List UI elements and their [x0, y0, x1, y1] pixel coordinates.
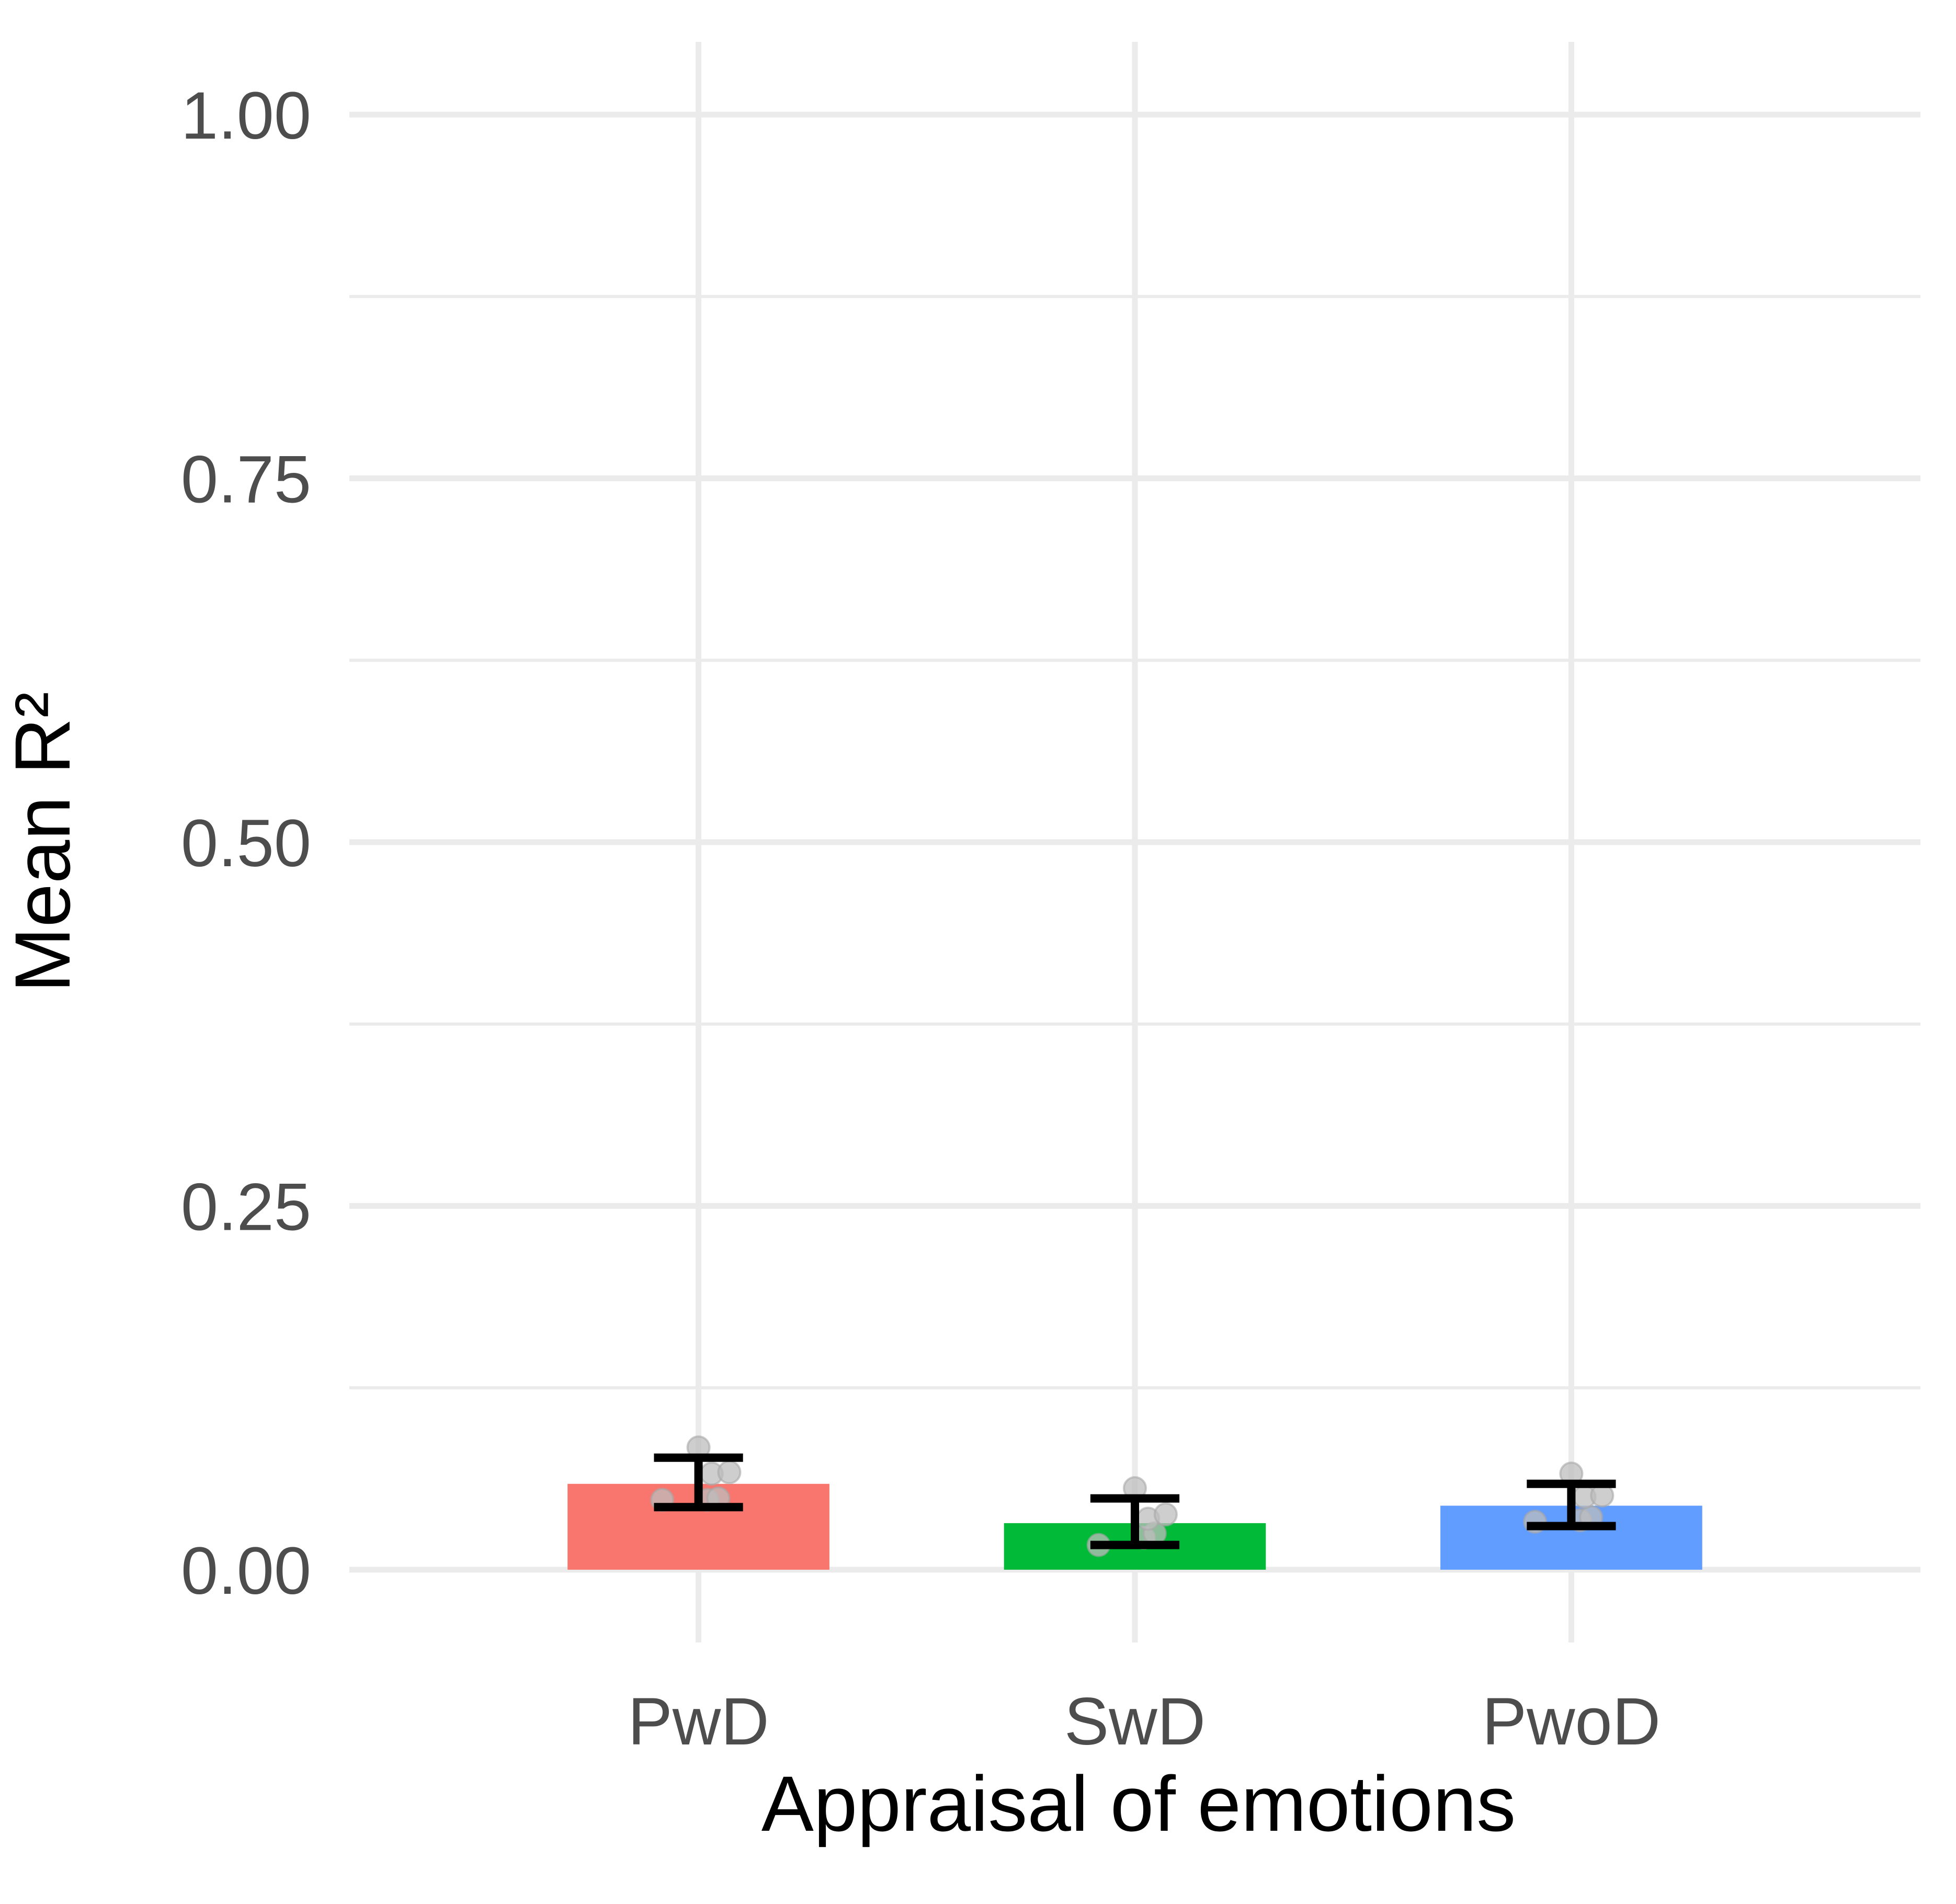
x-axis-title: Appraisal of emotions	[761, 1760, 1516, 1848]
y-tick-label: 0.75	[181, 443, 311, 517]
x-axis-tick-labels: PwD SwD PwoD	[628, 1684, 1661, 1759]
y-axis-tick-labels: 0.00 0.25 0.50 0.75 1.00	[181, 78, 311, 1608]
error-bar-pwd	[654, 1453, 743, 1512]
x-tick-label: PwD	[628, 1684, 769, 1759]
error-bar-swd	[1090, 1494, 1180, 1549]
y-tick-label: 1.00	[181, 78, 311, 153]
major-gridlines	[349, 42, 1920, 1642]
data-point	[1153, 1502, 1178, 1527]
y-axis-title: Mean R²	[0, 692, 86, 992]
y-tick-label: 0.25	[181, 1170, 311, 1244]
y-tick-label: 0.50	[181, 806, 311, 881]
x-tick-label: PwoD	[1482, 1684, 1661, 1759]
data-point	[717, 1460, 742, 1484]
error-bar-pwod	[1527, 1479, 1616, 1531]
x-tick-label: SwD	[1064, 1684, 1206, 1759]
y-tick-label: 0.00	[181, 1534, 311, 1608]
error-bars	[654, 1453, 1616, 1549]
